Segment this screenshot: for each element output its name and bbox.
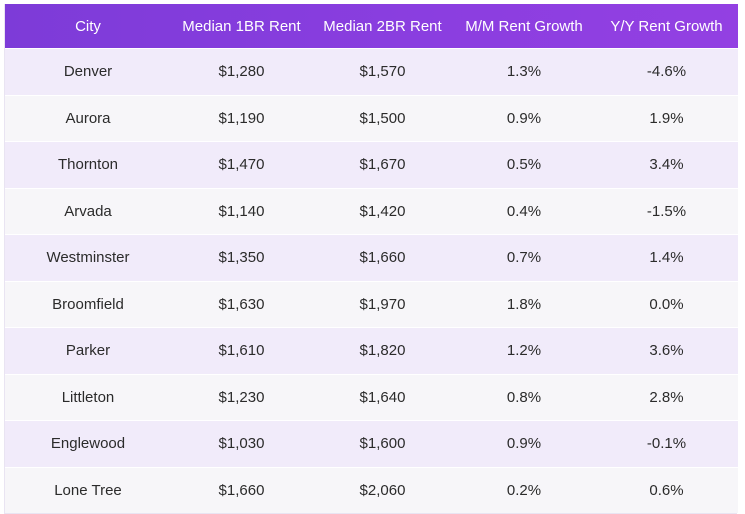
cell-median-1br-rent: $1,230 (218, 388, 265, 406)
table-row: Denver $1,280 $1,570 1.3% -4.6% (5, 48, 738, 95)
cell-median-1br-rent: $1,140 (218, 202, 265, 220)
column-header-median-1br-rent: Median 1BR Rent (182, 17, 301, 35)
cell-city: Denver (63, 63, 113, 81)
cell-median-1br-rent: $1,610 (218, 342, 265, 360)
column-header-yy-rent-growth: Y/Y Rent Growth (610, 17, 723, 35)
cell-median-2br-rent: $1,600 (359, 435, 406, 453)
cell-city: Lone Tree (54, 481, 122, 499)
cell-yy-rent-growth: 0.0% (649, 295, 684, 313)
cell-city: Broomfield (52, 295, 124, 313)
cell-city: Parker (65, 342, 111, 360)
cell-city: Westminster (46, 249, 130, 267)
cell-mm-rent-growth: 0.7% (506, 249, 542, 267)
cell-city: Arvada (64, 202, 112, 220)
cell-median-1br-rent: $1,630 (218, 295, 265, 313)
cell-median-1br-rent: $1,470 (218, 156, 265, 174)
cell-median-2br-rent: $1,660 (359, 249, 406, 267)
cell-median-1br-rent: $1,190 (218, 109, 265, 127)
cell-median-1br-rent: $1,280 (218, 63, 265, 81)
cell-yy-rent-growth: 1.4% (649, 249, 684, 267)
cell-yy-rent-growth: -1.5% (646, 202, 687, 220)
cell-median-2br-rent: $1,500 (359, 109, 406, 127)
cell-median-2br-rent: $2,060 (359, 481, 406, 499)
cell-yy-rent-growth: 0.6% (649, 481, 684, 499)
cell-city: Aurora (65, 109, 111, 127)
cell-yy-rent-growth: 3.4% (649, 156, 684, 174)
cell-yy-rent-growth: 2.8% (649, 388, 684, 406)
table-row: Lone Tree $1,660 $2,060 0.2% 0.6% (5, 467, 738, 513)
cell-mm-rent-growth: 0.9% (506, 109, 542, 127)
cell-mm-rent-growth: 0.4% (506, 202, 542, 220)
cell-yy-rent-growth: -0.1% (646, 435, 687, 453)
cell-median-1br-rent: $1,350 (218, 249, 265, 267)
rent-table: City Median 1BR Rent Median 2BR Rent M/M… (4, 4, 738, 514)
column-header-mm-rent-growth: M/M Rent Growth (465, 17, 583, 35)
cell-median-1br-rent: $1,660 (218, 481, 265, 499)
cell-median-2br-rent: $1,640 (359, 388, 406, 406)
table-row: Englewood $1,030 $1,600 0.9% -0.1% (5, 420, 738, 467)
header-row: City Median 1BR Rent Median 2BR Rent M/M… (5, 4, 738, 49)
table-row: Aurora $1,190 $1,500 0.9% 1.9% (5, 95, 738, 142)
cell-median-1br-rent: $1,030 (218, 435, 265, 453)
cell-mm-rent-growth: 0.9% (506, 435, 542, 453)
table-body: Denver $1,280 $1,570 1.3% -4.6% Aurora $1,190 $… (5, 48, 738, 513)
rent-data-table: City Median 1BR Rent Median 2BR Rent M/M… (5, 4, 738, 513)
cell-mm-rent-growth: 0.8% (506, 388, 542, 406)
table-row: Thornton $1,470 $1,670 0.5% 3.4% (5, 141, 738, 188)
table-row: Broomfield $1,630 $1,970 1.8% 0.0% (5, 281, 738, 328)
table-row: Littleton $1,230 $1,640 0.8% 2.8% (5, 374, 738, 421)
cell-mm-rent-growth: 1.3% (506, 63, 542, 81)
cell-mm-rent-growth: 0.2% (506, 481, 542, 499)
table-row: Westminster $1,350 $1,660 0.7% 1.4% (5, 234, 738, 281)
cell-yy-rent-growth: -4.6% (646, 63, 687, 81)
cell-city: Littleton (61, 388, 115, 406)
table-row: Parker $1,610 $1,820 1.2% 3.6% (5, 327, 738, 374)
table-header: City Median 1BR Rent Median 2BR Rent M/M… (5, 4, 738, 49)
cell-median-2br-rent: $1,670 (359, 156, 406, 174)
column-header-city: City (75, 17, 101, 35)
cell-mm-rent-growth: 0.5% (506, 156, 542, 174)
cell-mm-rent-growth: 1.2% (506, 342, 542, 360)
cell-yy-rent-growth: 3.6% (649, 342, 684, 360)
cell-median-2br-rent: $1,420 (359, 202, 406, 220)
cell-city: Englewood (50, 435, 126, 453)
table-row: Arvada $1,140 $1,420 0.4% -1.5% (5, 188, 738, 235)
cell-mm-rent-growth: 1.8% (506, 295, 542, 313)
cell-median-2br-rent: $1,970 (359, 295, 406, 313)
column-header-median-2br-rent: Median 2BR Rent (323, 17, 442, 35)
cell-median-2br-rent: $1,570 (359, 63, 406, 81)
cell-yy-rent-growth: 1.9% (649, 109, 684, 127)
cell-median-2br-rent: $1,820 (359, 342, 406, 360)
cell-city: Thornton (57, 156, 119, 174)
